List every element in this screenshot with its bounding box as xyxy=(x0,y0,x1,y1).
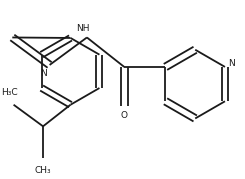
Text: O: O xyxy=(121,110,128,120)
Text: H₃C: H₃C xyxy=(1,88,18,97)
Text: NH: NH xyxy=(76,24,90,33)
Text: CH₃: CH₃ xyxy=(35,166,51,175)
Text: N: N xyxy=(229,59,235,69)
Text: N: N xyxy=(40,69,47,78)
